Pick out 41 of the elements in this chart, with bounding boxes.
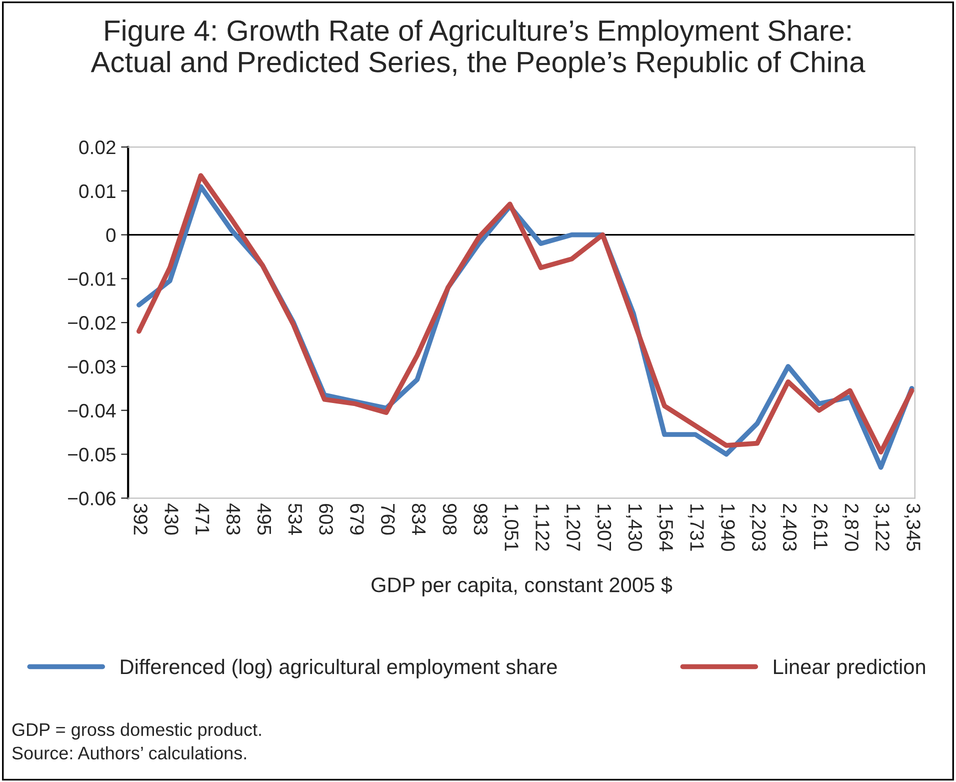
x-tick-label: 392 xyxy=(134,504,148,534)
x-tick-label: 603 xyxy=(319,504,333,535)
x-tick-label: 483 xyxy=(226,503,240,535)
x-tick-label: 1,430 xyxy=(626,504,642,551)
x-tick-label: 1,207 xyxy=(564,504,580,551)
text: GDP = gross domestic product. xyxy=(12,722,261,740)
x-tick-label: 1,940 xyxy=(718,504,735,551)
x-tick-label: 1,051 xyxy=(502,504,518,551)
y-tick-label: −0.03 xyxy=(68,360,116,374)
x-tick-label: 760 xyxy=(381,504,395,535)
source-note: Source: Authors’ calculations. xyxy=(12,746,246,760)
x-tick-label: 1,731 xyxy=(688,504,704,551)
y-tick-label: −0.05 xyxy=(68,448,116,462)
x-tick-label: 2,203 xyxy=(750,504,766,551)
x-tick-label: 1,122 xyxy=(533,504,550,551)
x-tick-label: 471 xyxy=(196,503,210,534)
x-tick-label: 430 xyxy=(164,503,178,535)
y-tick-label: 0.02 xyxy=(79,140,116,154)
y-tick-label: −0.01 xyxy=(68,272,116,286)
x-tick-label: 983 xyxy=(474,504,488,535)
x-tick-label: 2,870 xyxy=(842,504,859,551)
x-tick-label: 679 xyxy=(350,504,364,535)
x-tick-label: 1,564 xyxy=(656,504,674,552)
x-tick-label: 908 xyxy=(442,504,457,535)
legend-label: Differenced (log) agricultural employment share xyxy=(120,658,557,678)
x-tick-label: 1,307 xyxy=(595,504,612,551)
chart-title: Figure 4: Growth Rate of Agriculture’s Employment Share: Actual and Predicted Series, the People’s Republic of China xyxy=(90,20,866,78)
x-tick-label: 2,611 xyxy=(812,504,828,550)
x-tick-label: 2,403 xyxy=(780,504,797,551)
y-tick-label: 0 xyxy=(106,228,116,242)
x-tick-label: 534 xyxy=(288,504,302,535)
x-tick-label: 3,345 xyxy=(904,504,920,551)
legend-label: Linear prediction xyxy=(774,658,925,678)
y-tick-label: −0.04 xyxy=(68,404,116,418)
x-tick-label: 834 xyxy=(412,504,426,535)
x-axis-title: GDP per capita, constant 2005 $ xyxy=(372,576,672,596)
y-tick-label: 0.01 xyxy=(79,184,116,198)
x-tick-label: 495 xyxy=(257,503,272,535)
y-tick-label: −0.02 xyxy=(68,316,116,330)
y-tick-label: −0.06 xyxy=(68,492,116,506)
x-tick-label: 3,122 xyxy=(873,504,890,551)
